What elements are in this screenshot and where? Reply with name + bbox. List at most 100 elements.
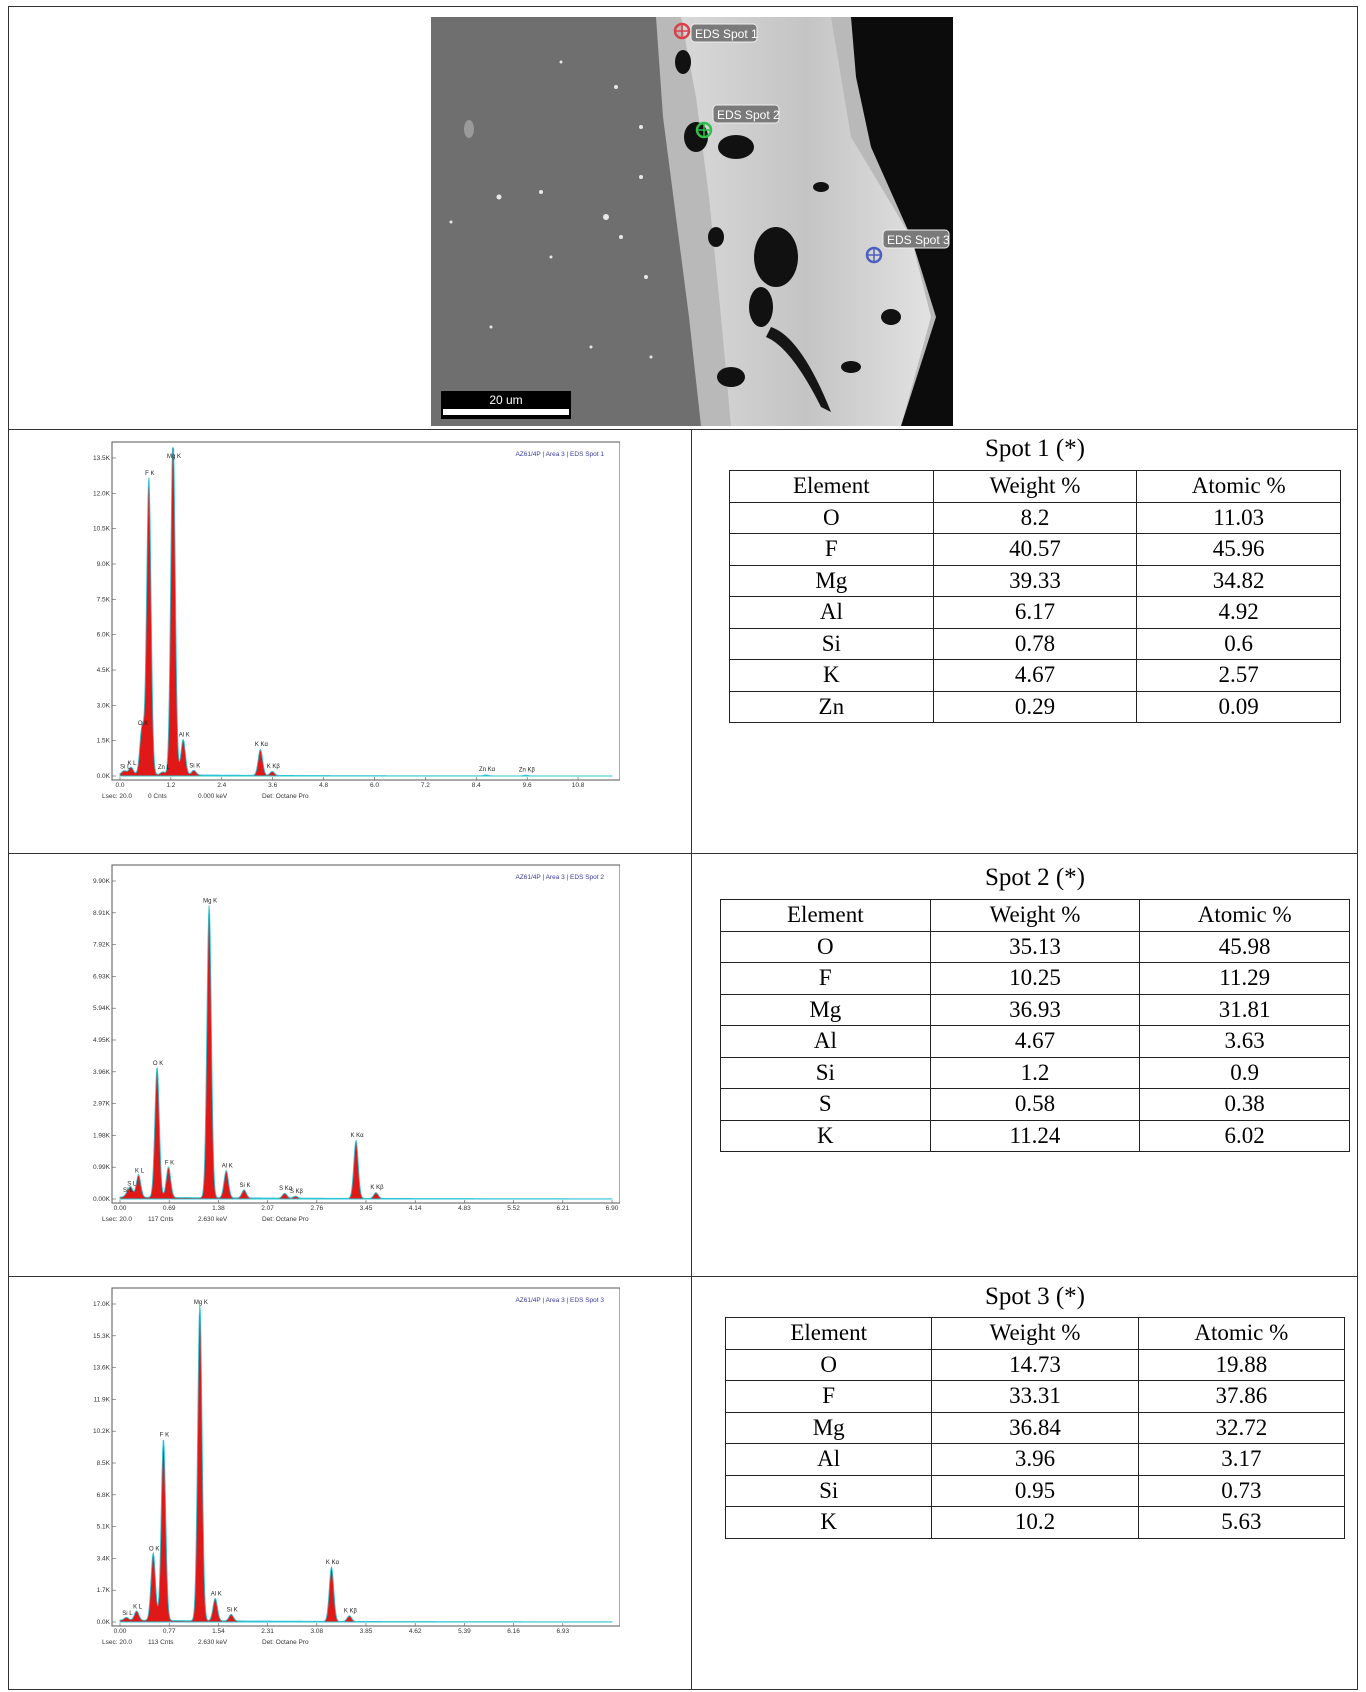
scale-bar — [443, 409, 569, 415]
column-divider — [691, 429, 692, 1690]
table-cell: 3.63 — [1139, 1025, 1350, 1058]
table-cell: 31.81 — [1139, 993, 1350, 1026]
x-tick-label: 6.0 — [370, 782, 379, 789]
y-tick-label: 1.7K — [97, 1587, 111, 1594]
peak-label: Si K — [227, 1607, 238, 1613]
x-tick-label: 4.83 — [458, 1205, 471, 1212]
eds-spot-2-marker — [695, 121, 713, 139]
peak-label: Al K — [222, 1164, 233, 1170]
peak-label: Mg K — [194, 1300, 208, 1306]
table-cell: Al — [720, 1025, 931, 1058]
table-cell: 3.96 — [931, 1443, 1139, 1476]
table-row: Si 0.95 0.73 — [724, 1474, 1346, 1507]
table-cell: O — [729, 501, 934, 534]
y-tick-label: 5.1K — [97, 1524, 111, 1531]
x-tick-label: 6.90 — [606, 1205, 619, 1212]
peak-label: K Kα — [326, 1560, 340, 1566]
eds-spectrum-spot-1: AZ61/4P | Area 3 | EDS Spot 1 0.0K 1.5K 3.0… — [93, 441, 620, 800]
peak-label: S Kα — [279, 1186, 293, 1192]
table-cell: S — [720, 1088, 931, 1121]
peak-label: S L — [127, 1181, 137, 1187]
spectrum-footer-kev: 2.630 keV — [198, 1639, 228, 1646]
x-tick-label: 7.2 — [421, 782, 430, 789]
peak-label: K L — [128, 761, 138, 767]
y-tick-label: 13.5K — [93, 455, 111, 462]
table-cell: 19.88 — [1137, 1348, 1346, 1381]
table-cell: 35.13 — [929, 930, 1141, 963]
y-tick-label: 0.00K — [93, 1196, 111, 1203]
table-header-row: Element Weight % Atomic % — [720, 899, 1350, 932]
y-tick-label: 7.5K — [97, 596, 111, 603]
y-tick-label: 10.2K — [93, 1428, 111, 1435]
spectrum-header: AZ61/4P | Area 3 | EDS Spot 1 — [515, 451, 604, 458]
x-tick-label: 4.14 — [409, 1205, 422, 1212]
plot-border — [111, 441, 620, 781]
spot-3-title: Spot 3 (*) — [985, 1283, 1085, 1310]
table-cell: 34.82 — [1136, 564, 1341, 597]
table-cell: 10.2 — [931, 1506, 1139, 1539]
plot-border — [111, 864, 620, 1204]
y-tick-label: 8.91K — [93, 910, 111, 917]
column-header: Atomic % — [1136, 470, 1341, 503]
peak-label: Si L — [123, 1188, 134, 1194]
table-cell: 0.38 — [1139, 1088, 1350, 1121]
y-tick-label: 9.90K — [93, 878, 111, 885]
x-tick-label: 0.00 — [114, 1628, 127, 1635]
peak-label: F K — [145, 471, 154, 477]
table-cell: 11.03 — [1136, 501, 1341, 534]
peak-label: O K — [153, 1061, 163, 1067]
table-cell: 1.2 — [929, 1056, 1141, 1089]
y-tick-label: 0.0K — [97, 773, 111, 780]
x-tick-label: 9.6 — [523, 782, 532, 789]
peak-label: Al K — [211, 1592, 222, 1598]
column-header: Weight % — [931, 1317, 1139, 1350]
peak-label: O K — [149, 1547, 159, 1553]
table-cell: F — [720, 962, 931, 995]
table-cell: 36.93 — [929, 993, 1141, 1026]
table-cell: 6.17 — [932, 596, 1138, 629]
column-header: Weight % — [932, 470, 1138, 503]
peak-label: Si K — [189, 763, 200, 769]
y-tick-label: 3.96K — [93, 1069, 111, 1076]
table-cell: Al — [729, 596, 934, 629]
peak-label: K L — [135, 1169, 145, 1175]
y-tick-label: 9.0K — [97, 561, 111, 568]
table-row: F 10.25 11.29 — [720, 962, 1350, 995]
table-cell: 6.02 — [1139, 1119, 1350, 1152]
eds-spot-3-label: EDS Spot 3 — [887, 233, 950, 247]
eds-spot-3-marker — [865, 246, 883, 264]
table-row: Al 3.96 3.17 — [724, 1443, 1346, 1476]
table-row: O 14.73 19.88 — [724, 1348, 1346, 1381]
x-tick-label: 3.45 — [360, 1205, 373, 1212]
peak-label: K Kα — [255, 742, 269, 748]
table-row: O 35.13 45.98 — [720, 930, 1350, 963]
peak-label: F K — [165, 1160, 174, 1166]
table-cell: 0.6 — [1136, 627, 1341, 660]
table-cell: 37.86 — [1137, 1380, 1346, 1413]
x-tick-label: 10.8 — [572, 782, 585, 789]
table-cell: 0.58 — [929, 1088, 1141, 1121]
y-tick-label: 4.5K — [97, 667, 111, 674]
x-tick-label: 3.85 — [360, 1628, 373, 1635]
spectrum-footer-lsec: Lsec: 20.0 — [102, 1639, 132, 1646]
table-cell: 8.2 — [932, 501, 1138, 534]
table-row: Al 4.67 3.63 — [720, 1025, 1350, 1058]
table-cell: F — [724, 1380, 933, 1413]
column-header: Element — [724, 1317, 933, 1350]
x-tick-label: 2.76 — [310, 1205, 323, 1212]
eds-spot-2-label: EDS Spot 2 — [717, 108, 780, 122]
peak-label: Si K — [240, 1183, 251, 1189]
x-tick-label: 5.52 — [507, 1205, 520, 1212]
spectrum-trace — [119, 1304, 613, 1623]
peak-label: K L — [133, 1605, 143, 1611]
x-tick-label: 6.16 — [507, 1628, 520, 1635]
spectrum-footer-kev: 0.000 keV — [198, 793, 228, 800]
figure-frame — [8, 6, 1358, 1690]
column-header: Atomic % — [1139, 899, 1350, 932]
x-tick-label: 1.38 — [212, 1205, 225, 1212]
table-cell: 11.24 — [929, 1119, 1141, 1152]
spectrum-footer-cnts: 0 Cnts — [148, 793, 168, 800]
y-tick-label: 0.99K — [93, 1164, 111, 1171]
y-tick-label: 4.95K — [93, 1037, 111, 1044]
x-tick-label: 2.4 — [217, 782, 226, 789]
